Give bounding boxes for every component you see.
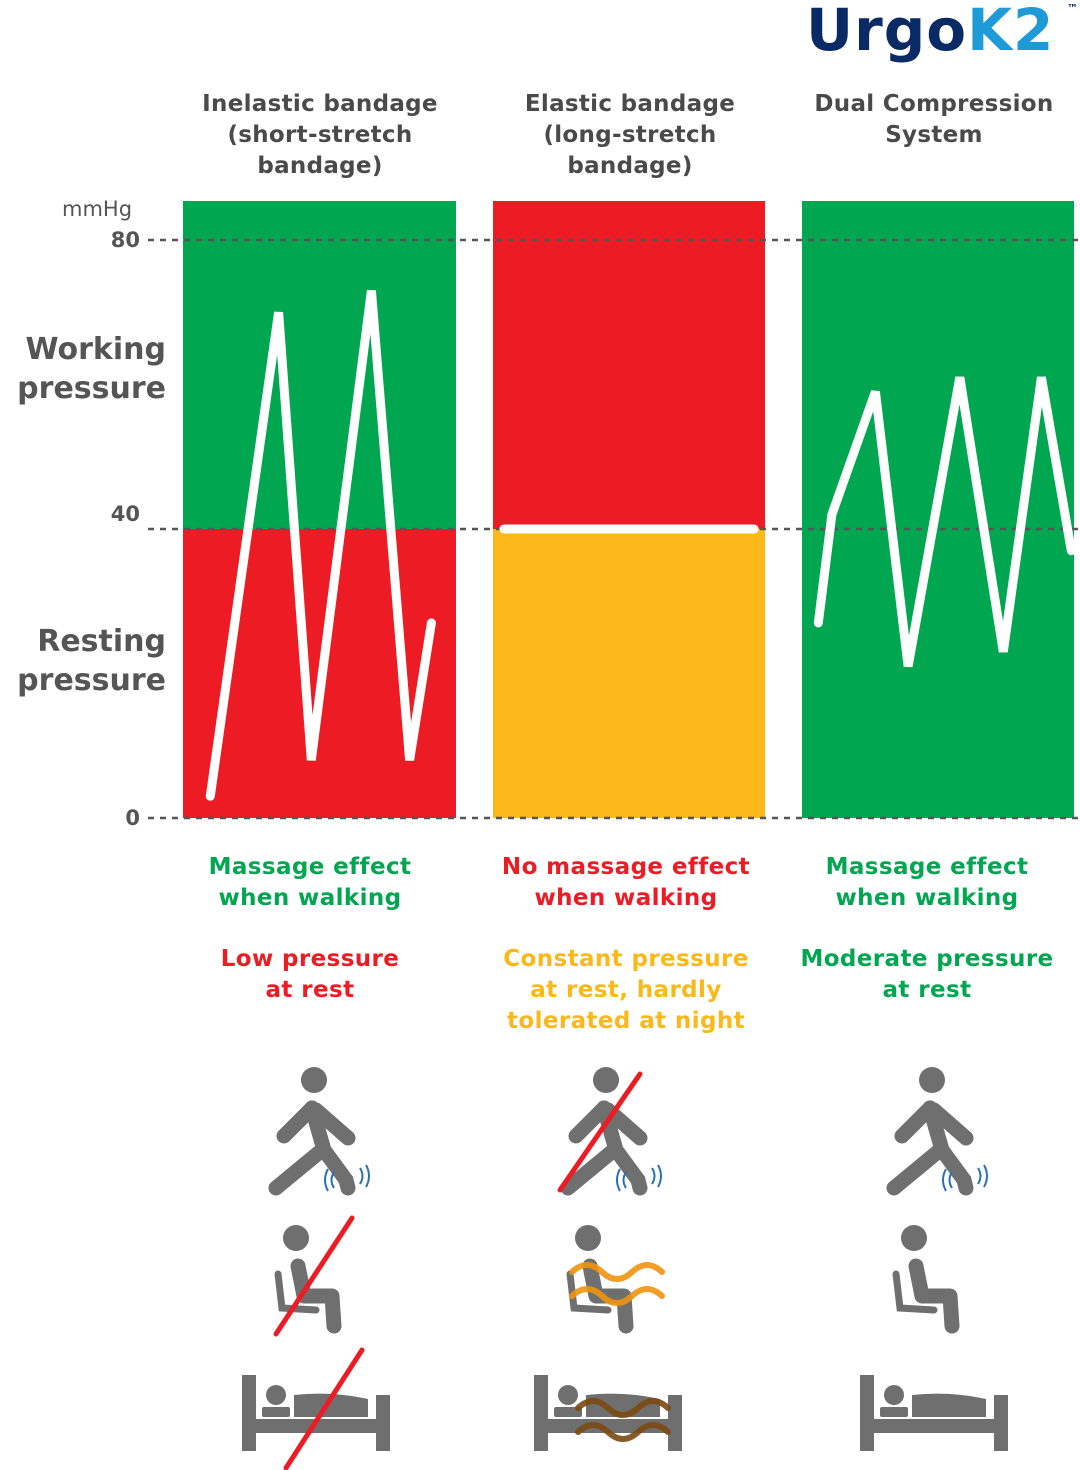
- resting-zone-dual: [802, 529, 1074, 818]
- y-axis-unit: mmHg: [62, 197, 133, 221]
- working-zone-elastic: [493, 201, 765, 529]
- resting-pressure-label: Resting pressure: [17, 624, 166, 698]
- sitting-icon: [892, 1225, 960, 1334]
- pressure-line-dual: [813, 376, 1076, 668]
- panel-elastic: [493, 201, 765, 818]
- sitting-icon: [566, 1225, 634, 1334]
- trademark-symbol: ™: [1067, 2, 1078, 15]
- lying-in-bed-icon: [860, 1375, 1008, 1451]
- panel-title-elastic: Elastic bandage (long-stretch bandage): [524, 91, 736, 179]
- walking-cross-mark: [557, 1071, 643, 1193]
- sitting-icon: [274, 1225, 342, 1334]
- walking-effect-elastic: No massage effect when walking: [501, 854, 751, 911]
- y-tick-80: 80: [110, 228, 140, 252]
- rest-effect-dual: Moderate pressure at rest: [800, 946, 1054, 1003]
- lying-cross-mark: [283, 1347, 365, 1470]
- sitting-cross-mark: [273, 1215, 355, 1337]
- working-zone-inelastic: [183, 201, 456, 529]
- urgok2-logo: UrgoK2 ™: [800, 0, 1080, 64]
- logo-text-k2: K2: [967, 0, 1055, 64]
- sitting-discomfort-mark: [569, 1286, 665, 1306]
- logo-text-urgo: Urgo: [806, 0, 968, 64]
- walking-icon: [560, 1067, 662, 1196]
- walking-effect-inelastic: Massage effect when walking: [208, 854, 412, 911]
- walking-icon: [886, 1067, 988, 1196]
- pressure-chart: [148, 201, 1080, 820]
- lying-in-bed-icon: [242, 1375, 390, 1451]
- y-tick-40: 40: [110, 502, 140, 526]
- lying-in-bed-icon: [534, 1375, 682, 1451]
- pressure-line-inelastic: [205, 290, 436, 801]
- walking-effect-dual: Massage effect when walking: [825, 854, 1029, 911]
- lying-discomfort-mark: [575, 1422, 671, 1442]
- rest-effect-elastic: Constant pressure at rest, hardly tolera…: [503, 946, 749, 1034]
- rest-effect-inelastic: Low pressure at rest: [220, 946, 400, 1003]
- panel-title-dual: Dual Compression System: [814, 91, 1054, 148]
- lying-discomfort-mark: [575, 1398, 671, 1418]
- walking-icon: [268, 1067, 370, 1196]
- panel-title-inelastic: Inelastic bandage (short-stretch bandage…: [202, 91, 438, 179]
- sitting-discomfort-mark: [569, 1262, 665, 1282]
- working-pressure-label: Working pressure: [17, 332, 166, 406]
- y-tick-0: 0: [125, 806, 140, 830]
- resting-zone-elastic: [493, 529, 765, 818]
